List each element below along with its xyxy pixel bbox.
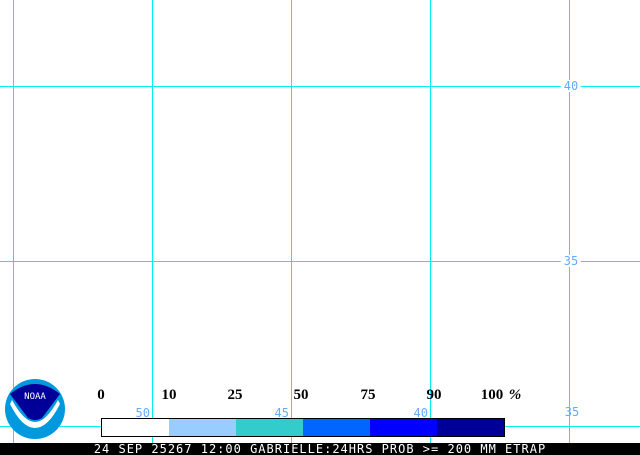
legend-tick: 90: [426, 387, 442, 403]
parallel-line: [0, 261, 640, 262]
legend-tick: 0: [97, 387, 105, 403]
legend-tick: 100: [480, 387, 504, 403]
latitude-label: 40: [560, 80, 582, 92]
legend-swatch: [169, 419, 236, 436]
legend-swatch: [303, 419, 370, 436]
meridian-line: [569, 0, 570, 443]
svg-text:NOAA: NOAA: [24, 392, 46, 402]
legend-swatch: [236, 419, 303, 436]
legend-tick: 50: [293, 387, 309, 403]
legend-unit: %: [508, 387, 522, 403]
noaa-logo-icon: NOAA: [5, 379, 65, 439]
meridian-line: [291, 0, 292, 443]
latitude-label: 35: [564, 405, 580, 419]
legend-swatch: [370, 419, 437, 436]
meridian-line: [430, 0, 431, 443]
legend-tick: 10: [161, 387, 177, 403]
legend-swatch: [437, 419, 504, 436]
longitude-label: 40: [413, 406, 428, 420]
meridian-line: [13, 0, 14, 443]
map-caption: 24 SEP 25267 12:00 GABRIELLE:24HRS PROB …: [0, 443, 640, 455]
legend-tick: 25: [227, 387, 243, 403]
meridian-line: [152, 0, 153, 443]
legend-color-bar: [101, 418, 505, 437]
longitude-label: 45: [274, 406, 289, 420]
parallel-line: [0, 86, 640, 87]
legend-tick: 75: [360, 387, 376, 403]
longitude-label: 50: [135, 406, 150, 420]
latitude-label: 35: [560, 255, 582, 267]
legend-swatch: [102, 419, 169, 436]
